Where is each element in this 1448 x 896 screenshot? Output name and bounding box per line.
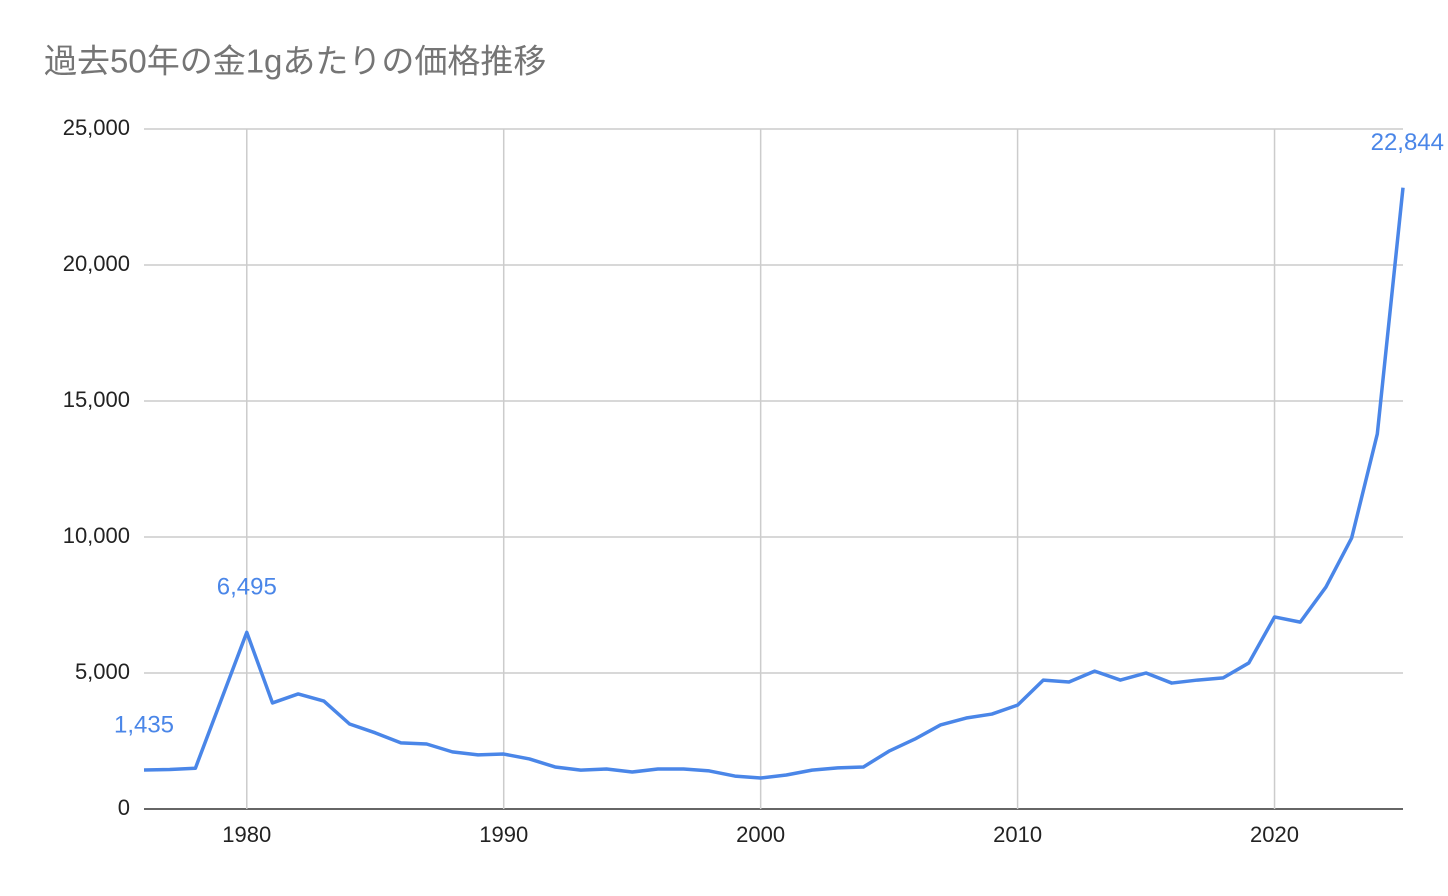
y-tick-label: 5,000 — [75, 659, 130, 684]
line — [143, 187, 1405, 780]
data-label: 1,435 — [114, 711, 174, 738]
data-label: 6,495 — [217, 574, 277, 601]
y-tick-label: 10,000 — [63, 523, 130, 548]
chart-title: 過去50年の金1gあたりの価格推移 — [44, 43, 546, 80]
y-tick-label: 25,000 — [63, 115, 130, 140]
y-tick-label: 0 — [118, 795, 130, 820]
y-tick-label: 15,000 — [63, 387, 130, 412]
x-tick-label: 2010 — [993, 822, 1042, 847]
x-tick-label: 1990 — [479, 822, 528, 847]
data-label: 22,844 — [1371, 129, 1444, 156]
x-tick-label: 1980 — [222, 822, 271, 847]
y-tick-label: 20,000 — [63, 251, 130, 276]
x-tick-label: 2000 — [736, 822, 785, 847]
x-tick-label: 2020 — [1250, 822, 1299, 847]
